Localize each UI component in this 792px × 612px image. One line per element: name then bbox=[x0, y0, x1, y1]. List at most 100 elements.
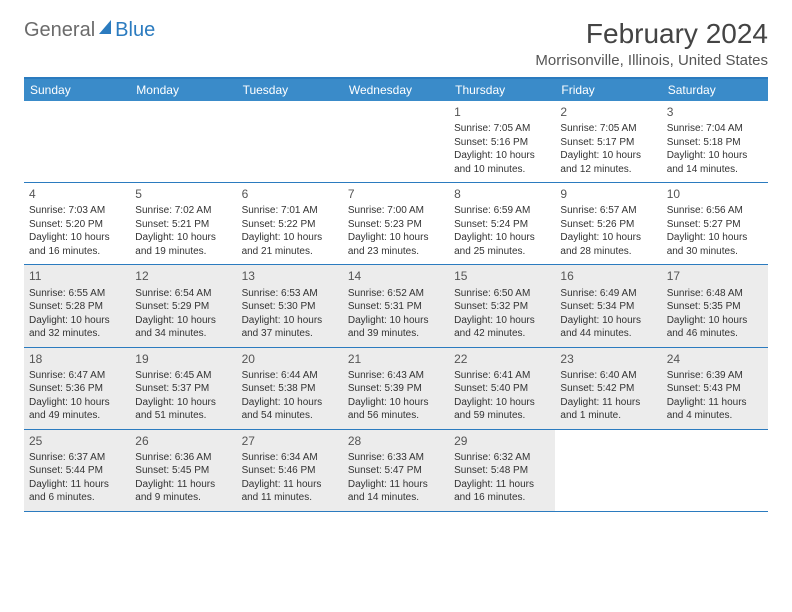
header: General Blue February 2024 Morrisonville… bbox=[24, 18, 768, 69]
month-title: February 2024 bbox=[535, 18, 768, 50]
logo-sail-icon bbox=[97, 18, 115, 42]
day-number: 21 bbox=[348, 351, 444, 367]
day-number: 13 bbox=[242, 268, 338, 284]
day-info: Sunrise: 6:40 AMSunset: 5:42 PMDaylight:… bbox=[560, 369, 656, 423]
day-cell: 18Sunrise: 6:47 AMSunset: 5:36 PMDayligh… bbox=[24, 348, 130, 429]
day-cell: 13Sunrise: 6:53 AMSunset: 5:30 PMDayligh… bbox=[237, 265, 343, 346]
day-info: Sunrise: 6:43 AMSunset: 5:39 PMDaylight:… bbox=[348, 369, 444, 423]
day-number: 5 bbox=[135, 186, 231, 202]
day-info: Sunrise: 6:39 AMSunset: 5:43 PMDaylight:… bbox=[667, 369, 763, 423]
week-row: 25 Sunrise: 6:37 AMSunset: 5:44 PMDayligh… bbox=[24, 430, 768, 512]
weekday-label: Wednesday bbox=[343, 79, 449, 101]
day-cell: 4 Sunrise: 7:03 AMSunset: 5:20 PMDaylight… bbox=[24, 183, 130, 264]
location: Morrisonville, Illinois, United States bbox=[535, 52, 768, 69]
day-info: Sunrise: 6:56 AMSunset: 5:27 PMDaylight:… bbox=[667, 204, 763, 258]
weekday-label: Friday bbox=[555, 79, 661, 101]
day-number: 7 bbox=[348, 186, 444, 202]
day-cell bbox=[555, 430, 661, 511]
day-info: Sunrise: 6:44 AMSunset: 5:38 PMDaylight:… bbox=[242, 369, 338, 423]
day-number: 11 bbox=[29, 268, 125, 284]
day-cell: 8 Sunrise: 6:59 AMSunset: 5:24 PMDaylight… bbox=[449, 183, 555, 264]
week-row: 11 Sunrise: 6:55 AMSunset: 5:28 PMDayligh… bbox=[24, 265, 768, 347]
day-number: 6 bbox=[242, 186, 338, 202]
title-block: February 2024 Morrisonville, Illinois, U… bbox=[535, 18, 768, 69]
logo: General Blue bbox=[24, 18, 155, 42]
day-number: 19 bbox=[135, 351, 231, 367]
day-info: Sunrise: 6:33 AMSunset: 5:47 PMDaylight:… bbox=[348, 451, 444, 505]
day-info: Sunrise: 6:52 AMSunset: 5:31 PMDaylight:… bbox=[348, 287, 444, 341]
day-cell: 22 Sunrise: 6:41 AMSunset: 5:40 PMDayligh… bbox=[449, 348, 555, 429]
calendar: SundayMondayTuesdayWednesdayThursdayFrid… bbox=[24, 77, 768, 512]
day-cell: 20 Sunrise: 6:44 AMSunset: 5:38 PMDayligh… bbox=[237, 348, 343, 429]
day-cell: 10 Sunrise: 6:56 AMSunset: 5:27 PMDayligh… bbox=[662, 183, 768, 264]
weekday-label: Saturday bbox=[662, 79, 768, 101]
logo-text-blue: Blue bbox=[115, 19, 155, 42]
day-number: 15 bbox=[454, 268, 550, 284]
day-cell bbox=[343, 101, 449, 182]
day-info: Sunrise: 7:02 AMSunset: 5:21 PMDaylight:… bbox=[135, 204, 231, 258]
day-cell: 24 Sunrise: 6:39 AMSunset: 5:43 PMDayligh… bbox=[662, 348, 768, 429]
day-number: 4 bbox=[29, 186, 125, 202]
weekday-label: Monday bbox=[130, 79, 236, 101]
day-cell: 3 Sunrise: 7:04 AMSunset: 5:18 PMDaylight… bbox=[662, 101, 768, 182]
weekday-row: SundayMondayTuesdayWednesdayThursdayFrid… bbox=[24, 79, 768, 101]
day-info: Sunrise: 6:41 AMSunset: 5:40 PMDaylight:… bbox=[454, 369, 550, 423]
day-number: 1 bbox=[454, 104, 550, 120]
day-number: 12 bbox=[135, 268, 231, 284]
day-cell: 26 Sunrise: 6:36 AMSunset: 5:45 PMDayligh… bbox=[130, 430, 236, 511]
day-number: 3 bbox=[667, 104, 763, 120]
day-cell: 25 Sunrise: 6:37 AMSunset: 5:44 PMDayligh… bbox=[24, 430, 130, 511]
day-info: Sunrise: 6:48 AMSunset: 5:35 PMDaylight:… bbox=[667, 287, 763, 341]
day-cell bbox=[24, 101, 130, 182]
day-number: 25 bbox=[29, 433, 125, 449]
day-cell: 5 Sunrise: 7:02 AMSunset: 5:21 PMDaylight… bbox=[130, 183, 236, 264]
day-cell: 16 Sunrise: 6:49 AMSunset: 5:34 PMDayligh… bbox=[555, 265, 661, 346]
day-number: 28 bbox=[348, 433, 444, 449]
day-info: Sunrise: 7:05 AMSunset: 5:16 PMDaylight:… bbox=[454, 122, 550, 176]
day-info: Sunrise: 7:04 AMSunset: 5:18 PMDaylight:… bbox=[667, 122, 763, 176]
day-number: 23 bbox=[560, 351, 656, 367]
day-info: Sunrise: 6:59 AMSunset: 5:24 PMDaylight:… bbox=[454, 204, 550, 258]
day-cell: 29 Sunrise: 6:32 AMSunset: 5:48 PMDayligh… bbox=[449, 430, 555, 511]
day-info: Sunrise: 6:34 AMSunset: 5:46 PMDaylight:… bbox=[242, 451, 338, 505]
day-number: 16 bbox=[560, 268, 656, 284]
day-info: Sunrise: 6:32 AMSunset: 5:48 PMDaylight:… bbox=[454, 451, 550, 505]
day-info: Sunrise: 6:49 AMSunset: 5:34 PMDaylight:… bbox=[560, 287, 656, 341]
weeks-container: 1 Sunrise: 7:05 AMSunset: 5:16 PMDaylight… bbox=[24, 101, 768, 512]
day-number: 17 bbox=[667, 268, 763, 284]
day-cell: 15 Sunrise: 6:50 AMSunset: 5:32 PMDayligh… bbox=[449, 265, 555, 346]
week-row: 4 Sunrise: 7:03 AMSunset: 5:20 PMDaylight… bbox=[24, 183, 768, 265]
day-info: Sunrise: 6:47 AMSunset: 5:36 PMDaylight:… bbox=[29, 369, 125, 423]
day-info: Sunrise: 6:50 AMSunset: 5:32 PMDaylight:… bbox=[454, 287, 550, 341]
day-cell bbox=[662, 430, 768, 511]
day-cell: 2Sunrise: 7:05 AMSunset: 5:17 PMDaylight… bbox=[555, 101, 661, 182]
week-row: 18Sunrise: 6:47 AMSunset: 5:36 PMDayligh… bbox=[24, 348, 768, 430]
day-number: 8 bbox=[454, 186, 550, 202]
day-cell: 1 Sunrise: 7:05 AMSunset: 5:16 PMDaylight… bbox=[449, 101, 555, 182]
day-number: 14 bbox=[348, 268, 444, 284]
weekday-label: Sunday bbox=[24, 79, 130, 101]
day-number: 26 bbox=[135, 433, 231, 449]
day-cell: 12 Sunrise: 6:54 AMSunset: 5:29 PMDayligh… bbox=[130, 265, 236, 346]
day-number: 24 bbox=[667, 351, 763, 367]
day-info: Sunrise: 7:03 AMSunset: 5:20 PMDaylight:… bbox=[29, 204, 125, 258]
day-info: Sunrise: 6:45 AMSunset: 5:37 PMDaylight:… bbox=[135, 369, 231, 423]
day-info: Sunrise: 6:37 AMSunset: 5:44 PMDaylight:… bbox=[29, 451, 125, 505]
day-cell bbox=[130, 101, 236, 182]
day-info: Sunrise: 7:00 AMSunset: 5:23 PMDaylight:… bbox=[348, 204, 444, 258]
day-info: Sunrise: 6:36 AMSunset: 5:45 PMDaylight:… bbox=[135, 451, 231, 505]
day-info: Sunrise: 6:55 AMSunset: 5:28 PMDaylight:… bbox=[29, 287, 125, 341]
day-cell: 9Sunrise: 6:57 AMSunset: 5:26 PMDaylight… bbox=[555, 183, 661, 264]
weekday-label: Tuesday bbox=[237, 79, 343, 101]
day-number: 20 bbox=[242, 351, 338, 367]
day-number: 29 bbox=[454, 433, 550, 449]
day-info: Sunrise: 6:54 AMSunset: 5:29 PMDaylight:… bbox=[135, 287, 231, 341]
day-cell: 6Sunrise: 7:01 AMSunset: 5:22 PMDaylight… bbox=[237, 183, 343, 264]
day-cell: 7 Sunrise: 7:00 AMSunset: 5:23 PMDaylight… bbox=[343, 183, 449, 264]
day-cell: 14 Sunrise: 6:52 AMSunset: 5:31 PMDayligh… bbox=[343, 265, 449, 346]
day-cell: 11 Sunrise: 6:55 AMSunset: 5:28 PMDayligh… bbox=[24, 265, 130, 346]
weekday-label: Thursday bbox=[449, 79, 555, 101]
day-number: 22 bbox=[454, 351, 550, 367]
day-number: 10 bbox=[667, 186, 763, 202]
day-cell: 21 Sunrise: 6:43 AMSunset: 5:39 PMDayligh… bbox=[343, 348, 449, 429]
